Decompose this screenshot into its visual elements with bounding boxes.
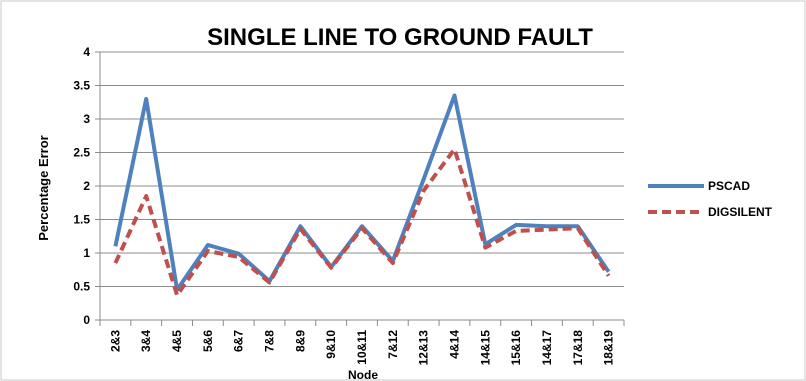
x-tick-label: 18&19 xyxy=(602,330,616,366)
y-tick-label: 0 xyxy=(83,313,90,327)
y-tick-label: 0.5 xyxy=(73,280,90,294)
y-tick-label: 4 xyxy=(83,45,90,59)
y-tick-label: 2 xyxy=(83,179,90,193)
y-tick-labels: 0 0.5 1 1.5 2 2.5 3 3.5 4 xyxy=(73,45,90,327)
legend-label-digsilent: DIGSILENT xyxy=(708,205,773,219)
x-tick-label: 15&16 xyxy=(509,330,523,366)
x-tick-label: 4&14 xyxy=(447,330,461,359)
y-tick-label: 1 xyxy=(83,246,90,260)
x-tick-label: 5&6 xyxy=(201,330,215,352)
y-axis-label: Percentage Error xyxy=(36,135,51,241)
series-lines xyxy=(113,93,611,298)
y-tick-label: 2.5 xyxy=(73,146,90,160)
x-tick-label: 10&11 xyxy=(355,330,369,365)
legend-label-pscad: PSCAD xyxy=(708,179,750,193)
gridlines xyxy=(100,51,624,287)
chart-title: SINGLE LINE TO GROUND FAULT xyxy=(207,24,593,51)
x-tick-label: 6&7 xyxy=(232,330,246,352)
y-tick-label: 3 xyxy=(83,112,90,126)
x-tick-label: 17&18 xyxy=(571,330,585,366)
y-tick-label: 1.5 xyxy=(73,213,90,227)
x-tick-label: 14&15 xyxy=(478,330,492,366)
x-tick-label: 14&17 xyxy=(540,330,554,366)
x-axis-label: Node xyxy=(348,368,378,381)
x-tick-label: 9&10 xyxy=(324,330,338,359)
x-tick-label: 4&5 xyxy=(170,330,184,352)
x-tick-label: 7&8 xyxy=(263,330,277,352)
x-tick-labels: 2&3 3&4 4&5 5&6 6&7 7&8 8&9 9&10 10&11 7&12 12&13 4… xyxy=(108,330,615,366)
x-tick-label: 3&4 xyxy=(139,330,153,352)
x-tick-label: 2&3 xyxy=(108,330,122,352)
x-tick-label: 8&9 xyxy=(293,330,307,352)
x-tick-label: 12&13 xyxy=(417,330,431,366)
x-tick-label: 7&12 xyxy=(386,330,400,359)
y-tick-label: 3.5 xyxy=(73,79,90,93)
legend: PSCAD DIGSILENT xyxy=(648,179,773,219)
axes xyxy=(95,51,625,326)
